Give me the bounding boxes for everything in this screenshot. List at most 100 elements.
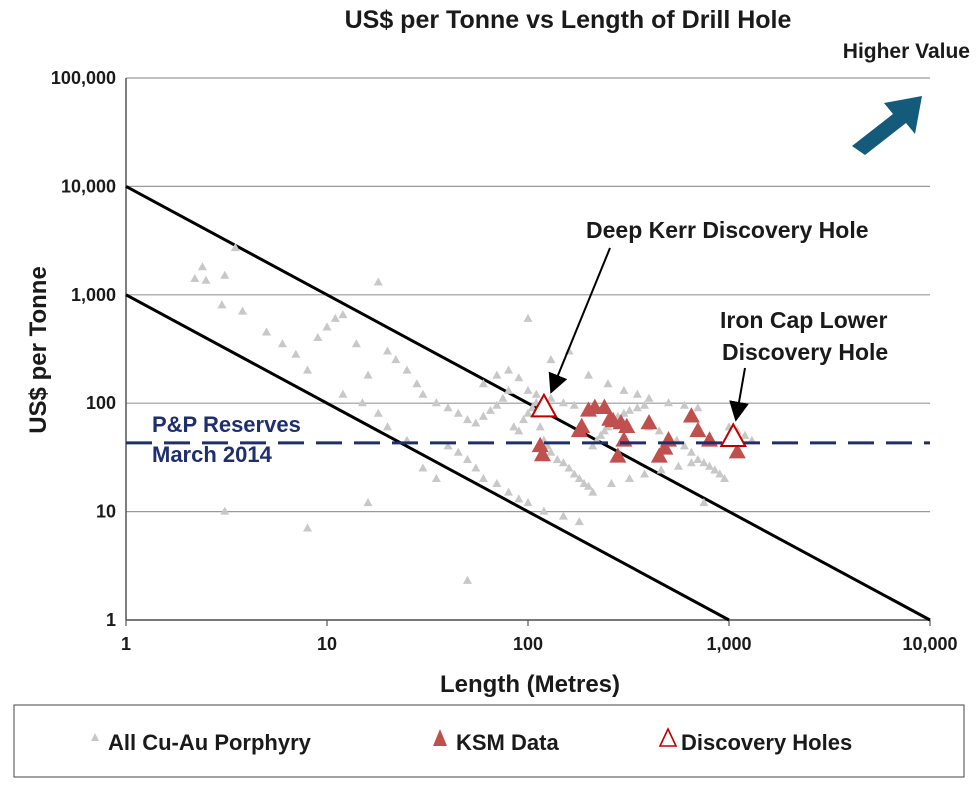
point-all-cu-au [514,494,524,503]
point-all-cu-au [363,497,373,507]
point-all-cu-au [546,447,556,456]
arrow-deep-kerr [548,247,611,394]
point-all-cu-au [383,346,393,355]
y-axis-label: US$ per Tonne [25,266,52,434]
point-all-cu-au [588,487,598,496]
legend-label-all: All Cu-Au Porphyry [108,730,312,755]
annotation-iron-cap-line2: Discovery Hole [722,339,888,365]
point-all-cu-au [699,458,709,467]
point-discovery [719,422,747,447]
point-all-cu-au [462,575,472,584]
point-all-cu-au [485,405,495,414]
reference-line [125,293,730,622]
point-all-cu-au [686,447,696,456]
point-all-cu-au [523,385,533,394]
point-all-cu-au [190,273,200,283]
point-ksm [595,398,613,414]
point-all-cu-au [558,398,568,407]
point-ksm [656,439,674,455]
point-all-cu-au [710,465,720,474]
point-all-cu-au [686,458,696,467]
y-tick-label: 100,000 [51,68,116,88]
point-all-cu-au [217,300,227,309]
point-all-cu-au [632,403,642,412]
point-all-cu-au [574,473,584,483]
point-all-cu-au [220,506,230,515]
point-all-cu-au [453,447,463,456]
annotation-arrows [548,247,749,422]
point-all-cu-au [504,365,514,374]
point-all-cu-au [523,313,533,322]
annotation-iron-cap-line1: Iron Cap Lower [720,307,887,333]
point-all-cu-au [338,389,348,398]
legend-label-ksm: KSM Data [456,730,559,755]
point-all-cu-au [418,389,428,398]
y-tick-label: 100 [86,393,116,413]
point-all-cu-au [201,275,211,284]
reserves-label-line2: March 2014 [152,442,273,467]
point-all-cu-au [313,332,323,342]
point-all-cu-au [673,461,683,470]
point-all-cu-au [527,403,537,412]
point-all-cu-au [535,422,545,431]
point-all-cu-au [574,517,584,526]
point-all-cu-au [330,313,340,322]
point-all-cu-au [498,393,508,402]
point-all-cu-au [523,497,533,507]
point-all-cu-au [579,478,589,488]
x-tick-label: 10 [317,634,337,654]
point-all-cu-au [564,463,574,472]
point-all-cu-au [492,478,502,488]
point-all-cu-au [462,454,472,463]
point-ksm [682,407,700,423]
chart-title: US$ per Tonne vs Length of Drill Hole [345,6,792,34]
point-all-cu-au [644,393,654,402]
point-all-cu-au [531,389,541,398]
point-all-cu-au [357,398,367,407]
point-all-cu-au [509,422,519,431]
point-all-cu-au [625,473,635,483]
x-tick-label: 10,000 [902,634,957,654]
point-all-cu-au [552,454,562,463]
point-discovery [530,392,558,418]
x-tick-label: 1 [121,634,131,654]
point-all-cu-au [402,365,412,374]
point-all-cu-au [679,400,689,409]
y-tick-label: 10,000 [61,176,116,196]
point-all-cu-au [418,463,428,472]
point-all-cu-au [197,262,207,271]
point-all-cu-au [277,339,287,348]
point-all-cu-au [383,422,393,431]
point-all-cu-au [322,322,332,331]
point-all-cu-au [478,473,488,483]
point-all-cu-au [693,454,703,463]
point-all-cu-au [431,473,441,483]
point-all-cu-au [261,327,271,336]
point-all-cu-au [640,469,650,478]
corner-label: Higher Value [843,40,970,63]
point-all-cu-au [656,465,666,474]
point-ksm [573,417,591,434]
point-all-cu-au [220,270,230,279]
legend-label-discovery: Discovery Holes [681,730,852,755]
point-all-cu-au [679,441,689,450]
x-tick-label: 100 [513,634,543,654]
point-all-cu-au [471,463,481,472]
y-tick-label: 1,000 [71,285,116,305]
point-all-cu-au [632,389,642,398]
point-all-cu-au [514,373,524,382]
point-all-cu-au [619,408,629,417]
annotation-deep-kerr: Deep Kerr Discovery Hole [586,217,869,243]
point-all-cu-au [740,430,750,439]
point-ksm [640,413,658,430]
x-tick-labels: 1 10 100 1,000 10,000 [121,634,958,654]
point-all-cu-au [431,398,441,407]
point-all-cu-au [715,469,725,478]
legend-marker-discovery-icon [658,727,678,747]
point-all-cu-au [443,403,453,412]
point-all-cu-au [373,408,383,417]
axes [125,78,931,626]
point-all-cu-au [514,426,524,435]
point-all-cu-au [412,379,422,388]
